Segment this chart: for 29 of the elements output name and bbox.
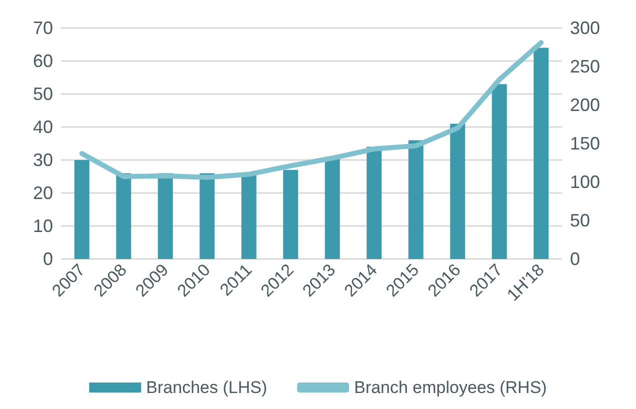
bar [534,48,549,259]
legend-label: Branches (LHS) [146,378,268,397]
y-tick-label: 30 [32,150,53,170]
y-tick-label: 60 [32,51,53,71]
bar [200,173,215,259]
y-tick-label: 70 [32,18,53,38]
bar [450,124,466,259]
bar [492,84,507,259]
bar [366,146,382,259]
y-tick-label: 10 [32,216,53,236]
y2-tick-label: 0 [570,249,580,269]
bar [241,173,256,259]
y2-tick-label: 150 [570,134,600,154]
bar [324,156,340,259]
y2-tick-label: 50 [570,210,590,230]
y-tick-label: 50 [32,84,53,104]
bar [74,160,90,259]
y2-tick-label: 300 [570,18,600,38]
bar [408,140,424,259]
y2-tick-label: 250 [570,56,600,76]
y-tick-label: 20 [32,183,53,203]
legend-label: Branch employees (RHS) [354,378,547,397]
y-tick-label: 0 [42,249,53,269]
y2-tick-label: 200 [570,95,600,115]
bar [158,173,173,259]
bar [283,170,298,259]
bar [116,173,132,259]
y2-tick-label: 100 [570,172,600,192]
y-tick-label: 40 [32,117,53,137]
